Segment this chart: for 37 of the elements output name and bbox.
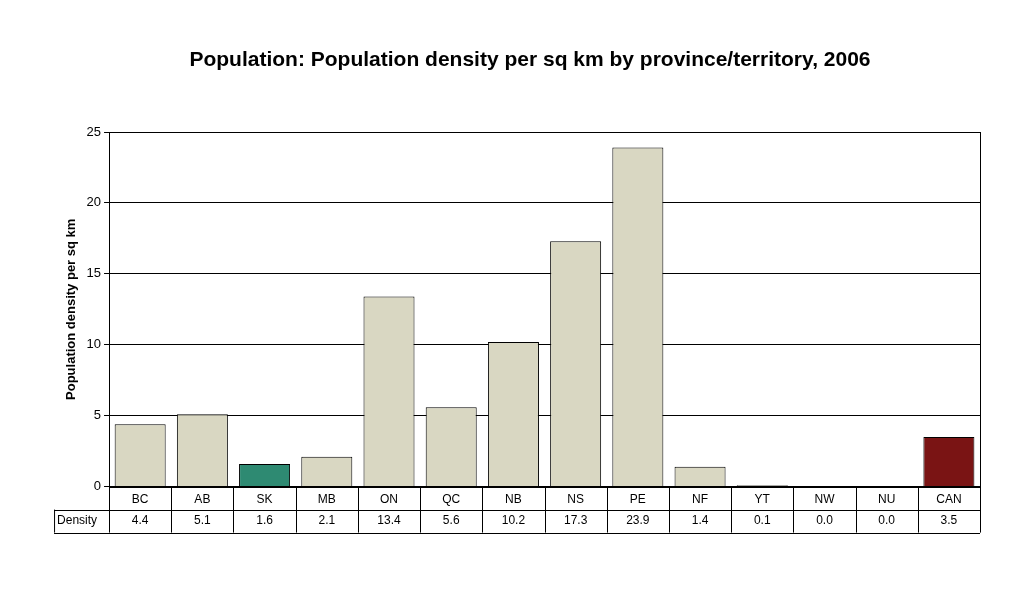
data-label: 0.1 xyxy=(753,513,771,528)
data-label: 1.4 xyxy=(691,513,709,528)
y-tick-label: 15 xyxy=(86,265,102,281)
data-label: 17.3 xyxy=(563,513,588,528)
text: Density xyxy=(57,513,98,528)
data-label: 23.9 xyxy=(626,513,650,528)
x-tick-label: ON xyxy=(380,492,398,507)
x-tick-label: QC xyxy=(442,492,461,507)
y-tick-label: 0 xyxy=(93,478,102,494)
data-label: 0.0 xyxy=(816,513,834,528)
x-tick-label: NW xyxy=(814,492,836,507)
data-label: 4.4 xyxy=(131,513,149,528)
data-label: 3.5 xyxy=(940,513,958,528)
data-label: 1.6 xyxy=(256,513,274,528)
data-label: 5.1 xyxy=(194,513,212,528)
data-label: 10.2 xyxy=(501,513,526,528)
x-tick-label: BC xyxy=(131,492,149,507)
x-tick-label: PE xyxy=(629,492,646,507)
data-label: 0.0 xyxy=(878,513,896,528)
x-tick-label: NS xyxy=(567,492,584,507)
x-tick-label: NB xyxy=(505,492,522,507)
data-label: 5.6 xyxy=(442,513,460,528)
y-tick-label: 20 xyxy=(86,194,102,210)
y-axis-title: Population density per sq km xyxy=(63,218,79,400)
x-tick-label: NF xyxy=(692,492,709,507)
x-tick-label: SK xyxy=(256,492,273,507)
y-tick-label: 10 xyxy=(86,336,102,352)
y-tick-label: 5 xyxy=(93,407,102,423)
y-tick-label: 25 xyxy=(86,123,102,139)
x-tick-label: CAN xyxy=(936,492,962,507)
x-tick-label: AB xyxy=(194,492,211,507)
x-tick-label: MB xyxy=(317,492,336,507)
chart-title: Population: Population density per sq km by province/territory, 2006 xyxy=(188,46,872,72)
data-label: 2.1 xyxy=(318,513,336,528)
x-tick-label: NU xyxy=(878,492,896,507)
x-tick-label: YT xyxy=(754,492,771,507)
data-label: 13.4 xyxy=(377,513,402,528)
